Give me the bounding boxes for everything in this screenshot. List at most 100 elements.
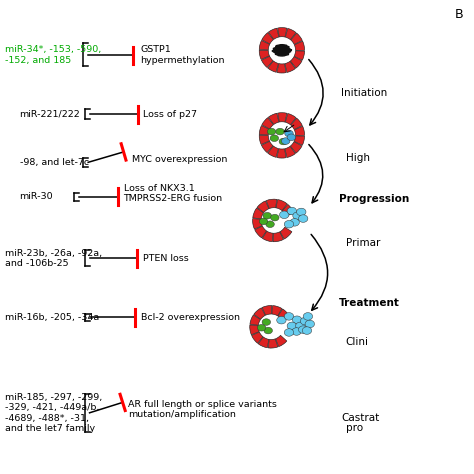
Wedge shape [268, 28, 279, 39]
Text: Progression: Progression [338, 194, 409, 204]
Polygon shape [267, 128, 276, 135]
Polygon shape [276, 128, 284, 135]
Wedge shape [258, 337, 269, 348]
Wedge shape [253, 219, 262, 229]
Text: miR-23b, -26a, -92a,
and -106b-25: miR-23b, -26a, -92a, and -106b-25 [5, 248, 102, 268]
Text: -98, and let-7c: -98, and let-7c [19, 158, 89, 167]
Text: Primar: Primar [346, 237, 380, 248]
Wedge shape [250, 315, 260, 325]
Polygon shape [277, 317, 286, 324]
Polygon shape [263, 212, 272, 219]
Wedge shape [262, 231, 273, 242]
Wedge shape [262, 306, 272, 315]
Text: Loss of p27: Loss of p27 [144, 109, 198, 118]
Polygon shape [305, 320, 315, 328]
Polygon shape [292, 328, 301, 335]
Wedge shape [262, 141, 273, 153]
Wedge shape [257, 201, 269, 213]
Polygon shape [290, 219, 300, 226]
Wedge shape [280, 227, 292, 239]
Wedge shape [262, 118, 273, 129]
Text: GSTP1
hypermethylation: GSTP1 hypermethylation [140, 46, 225, 65]
Polygon shape [282, 138, 290, 145]
Text: AR full length or splice variants
mutation/amplification: AR full length or splice variants mutati… [128, 400, 277, 419]
Polygon shape [287, 322, 297, 329]
Wedge shape [278, 113, 287, 122]
Polygon shape [287, 134, 296, 141]
Polygon shape [279, 138, 288, 145]
Wedge shape [262, 33, 273, 44]
Polygon shape [284, 328, 294, 336]
Text: Bcl-2 overexpression: Bcl-2 overexpression [141, 313, 240, 322]
Wedge shape [277, 64, 286, 73]
Wedge shape [277, 149, 286, 158]
Wedge shape [285, 28, 296, 40]
Wedge shape [294, 136, 305, 145]
Wedge shape [259, 50, 269, 59]
Wedge shape [285, 61, 295, 73]
Wedge shape [250, 325, 259, 335]
Wedge shape [291, 33, 302, 45]
Text: High: High [346, 153, 370, 163]
Wedge shape [255, 226, 266, 238]
Wedge shape [278, 27, 287, 37]
Text: miR-34*, -153, -590,
-152, and 185: miR-34*, -153, -590, -152, and 185 [5, 46, 101, 65]
Wedge shape [291, 118, 302, 129]
Wedge shape [252, 332, 263, 343]
Wedge shape [285, 113, 296, 125]
Wedge shape [282, 204, 294, 216]
Wedge shape [278, 309, 290, 320]
Polygon shape [299, 215, 308, 222]
Wedge shape [268, 146, 278, 157]
Polygon shape [280, 211, 289, 219]
Wedge shape [259, 136, 269, 145]
Wedge shape [268, 61, 278, 72]
Text: Castrat: Castrat [341, 412, 379, 422]
Polygon shape [297, 208, 306, 216]
Polygon shape [259, 218, 268, 225]
Polygon shape [303, 313, 313, 320]
Text: miR-30: miR-30 [19, 192, 53, 201]
Text: Loss of NKX3.1
TMPRSS2-ERG fusion: Loss of NKX3.1 TMPRSS2-ERG fusion [124, 184, 223, 203]
Wedge shape [276, 200, 287, 210]
Text: PTEN loss: PTEN loss [143, 254, 189, 263]
Wedge shape [272, 306, 282, 316]
Wedge shape [291, 142, 302, 153]
Polygon shape [301, 318, 310, 325]
Text: miR-16b, -205, -34a: miR-16b, -205, -34a [5, 313, 100, 322]
Wedge shape [259, 126, 270, 135]
Polygon shape [262, 319, 271, 325]
Polygon shape [257, 324, 266, 331]
Polygon shape [284, 313, 294, 320]
Wedge shape [285, 146, 295, 157]
Wedge shape [273, 232, 283, 242]
Wedge shape [254, 308, 265, 319]
Wedge shape [259, 40, 270, 50]
Polygon shape [287, 207, 297, 215]
Text: miR-221/222: miR-221/222 [19, 109, 81, 118]
Polygon shape [284, 220, 294, 228]
Polygon shape [302, 327, 312, 334]
Polygon shape [272, 45, 292, 56]
Text: MYC overexpression: MYC overexpression [132, 155, 228, 164]
Text: pro: pro [346, 423, 363, 433]
Text: Treatment: Treatment [338, 298, 400, 308]
Wedge shape [291, 57, 302, 68]
Text: Initiation: Initiation [341, 88, 387, 98]
Wedge shape [253, 208, 264, 219]
Wedge shape [268, 113, 279, 125]
Polygon shape [299, 326, 308, 333]
Wedge shape [294, 126, 305, 136]
Wedge shape [294, 41, 305, 50]
Polygon shape [270, 135, 279, 142]
Wedge shape [275, 335, 287, 346]
Text: B: B [455, 9, 464, 21]
Wedge shape [268, 339, 278, 348]
Polygon shape [271, 214, 279, 221]
Polygon shape [264, 327, 273, 334]
Polygon shape [292, 316, 302, 323]
Wedge shape [294, 51, 305, 60]
Wedge shape [262, 56, 273, 68]
Polygon shape [293, 212, 302, 219]
Polygon shape [266, 221, 274, 228]
